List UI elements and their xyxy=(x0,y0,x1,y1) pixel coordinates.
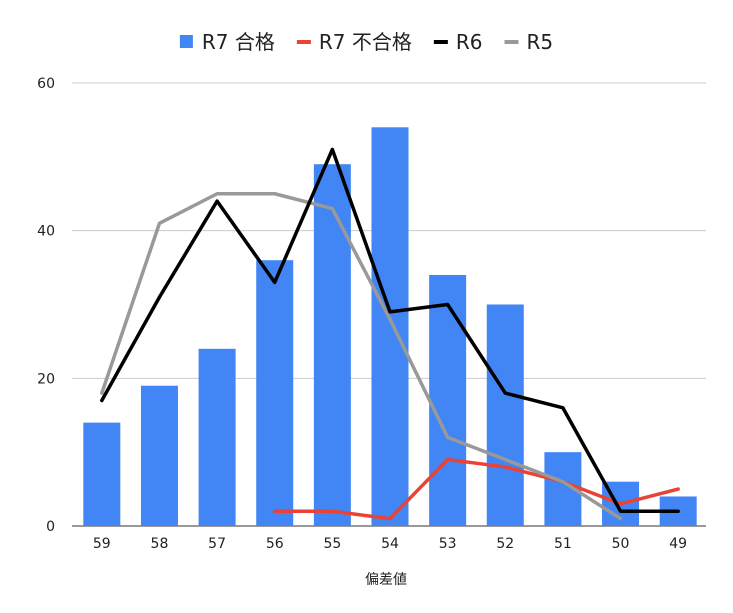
y-tick-label: 20 xyxy=(37,371,55,387)
y-axis-ticks: 0 20 40 60 xyxy=(37,76,55,535)
legend-marker xyxy=(179,35,193,48)
x-tick-label: 49 xyxy=(669,536,687,552)
series-line xyxy=(100,192,623,521)
legend-label: R7 不合格 xyxy=(319,30,412,54)
series-line xyxy=(272,457,680,521)
line-series xyxy=(100,147,680,521)
x-tick-label: 53 xyxy=(439,536,457,552)
y-tick-label: 0 xyxy=(46,519,55,535)
bar-series xyxy=(83,127,697,527)
bar xyxy=(83,422,121,526)
bar xyxy=(256,260,294,526)
x-tick-label: 51 xyxy=(554,536,572,552)
bar xyxy=(313,164,351,526)
legend-label: R5 xyxy=(526,30,553,54)
bar xyxy=(486,304,524,526)
x-axis-ticks: 59 58 57 56 55 54 53 52 51 50 49 xyxy=(93,536,687,552)
x-tick-label: 54 xyxy=(381,536,399,552)
y-tick-label: 40 xyxy=(37,224,55,240)
bar xyxy=(140,385,178,526)
x-tick-label: 58 xyxy=(151,536,169,552)
legend: R7 合格 R7 不合格 R6 R5 xyxy=(179,30,553,54)
x-tick-label: 57 xyxy=(208,536,226,552)
y-tick-label: 60 xyxy=(37,76,55,92)
legend-label: R6 xyxy=(456,30,483,54)
x-tick-label: 52 xyxy=(496,536,514,552)
bar xyxy=(198,348,236,526)
x-tick-label: 50 xyxy=(612,536,630,552)
x-axis-title: 偏差値 xyxy=(365,572,407,588)
x-tick-label: 56 xyxy=(266,536,284,552)
bar xyxy=(429,274,467,526)
x-tick-label: 55 xyxy=(323,536,341,552)
bar xyxy=(371,127,409,527)
legend-label: R7 合格 xyxy=(202,30,275,54)
series-line xyxy=(100,147,680,513)
x-tick-label: 59 xyxy=(93,536,111,552)
